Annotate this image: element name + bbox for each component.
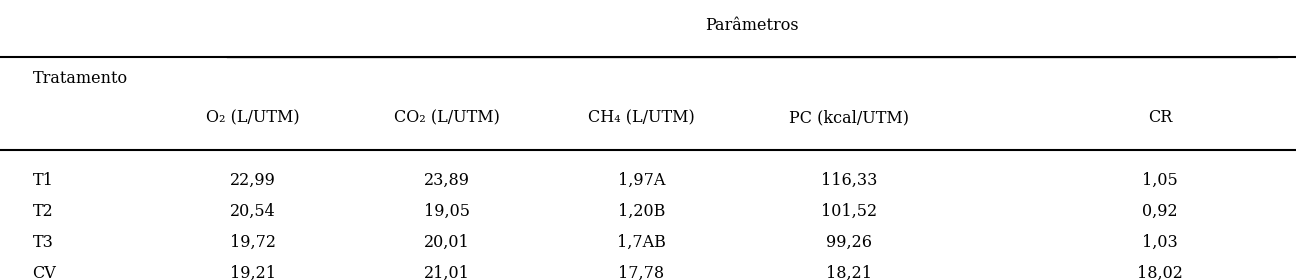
Text: 0,92: 0,92 [1142,203,1178,220]
Text: 21,01: 21,01 [424,265,470,280]
Text: PC (kcal/UTM): PC (kcal/UTM) [789,109,908,126]
Text: Tratamento: Tratamento [32,70,127,87]
Text: CV: CV [32,265,56,280]
Text: T2: T2 [32,203,53,220]
Text: 101,52: 101,52 [820,203,877,220]
Text: CH₄ (L/UTM): CH₄ (L/UTM) [588,109,695,126]
Text: 19,05: 19,05 [424,203,470,220]
Text: 1,03: 1,03 [1142,234,1178,251]
Text: 19,72: 19,72 [229,234,276,251]
Text: T3: T3 [32,234,53,251]
Text: CO₂ (L/UTM): CO₂ (L/UTM) [394,109,500,126]
Text: 1,7AB: 1,7AB [617,234,666,251]
Text: 20,54: 20,54 [229,203,276,220]
Text: CR: CR [1148,109,1172,126]
Text: 116,33: 116,33 [820,172,877,189]
Text: 18,02: 18,02 [1137,265,1183,280]
Text: 99,26: 99,26 [826,234,872,251]
Text: 1,97A: 1,97A [618,172,665,189]
Text: 22,99: 22,99 [229,172,276,189]
Text: T1: T1 [32,172,53,189]
Text: Parâmetros: Parâmetros [705,17,798,34]
Text: 17,78: 17,78 [618,265,665,280]
Text: 18,21: 18,21 [826,265,872,280]
Text: 19,21: 19,21 [229,265,276,280]
Text: 1,05: 1,05 [1142,172,1178,189]
Text: 1,20B: 1,20B [618,203,665,220]
Text: O₂ (L/UTM): O₂ (L/UTM) [206,109,299,126]
Text: 23,89: 23,89 [424,172,470,189]
Text: 20,01: 20,01 [424,234,470,251]
